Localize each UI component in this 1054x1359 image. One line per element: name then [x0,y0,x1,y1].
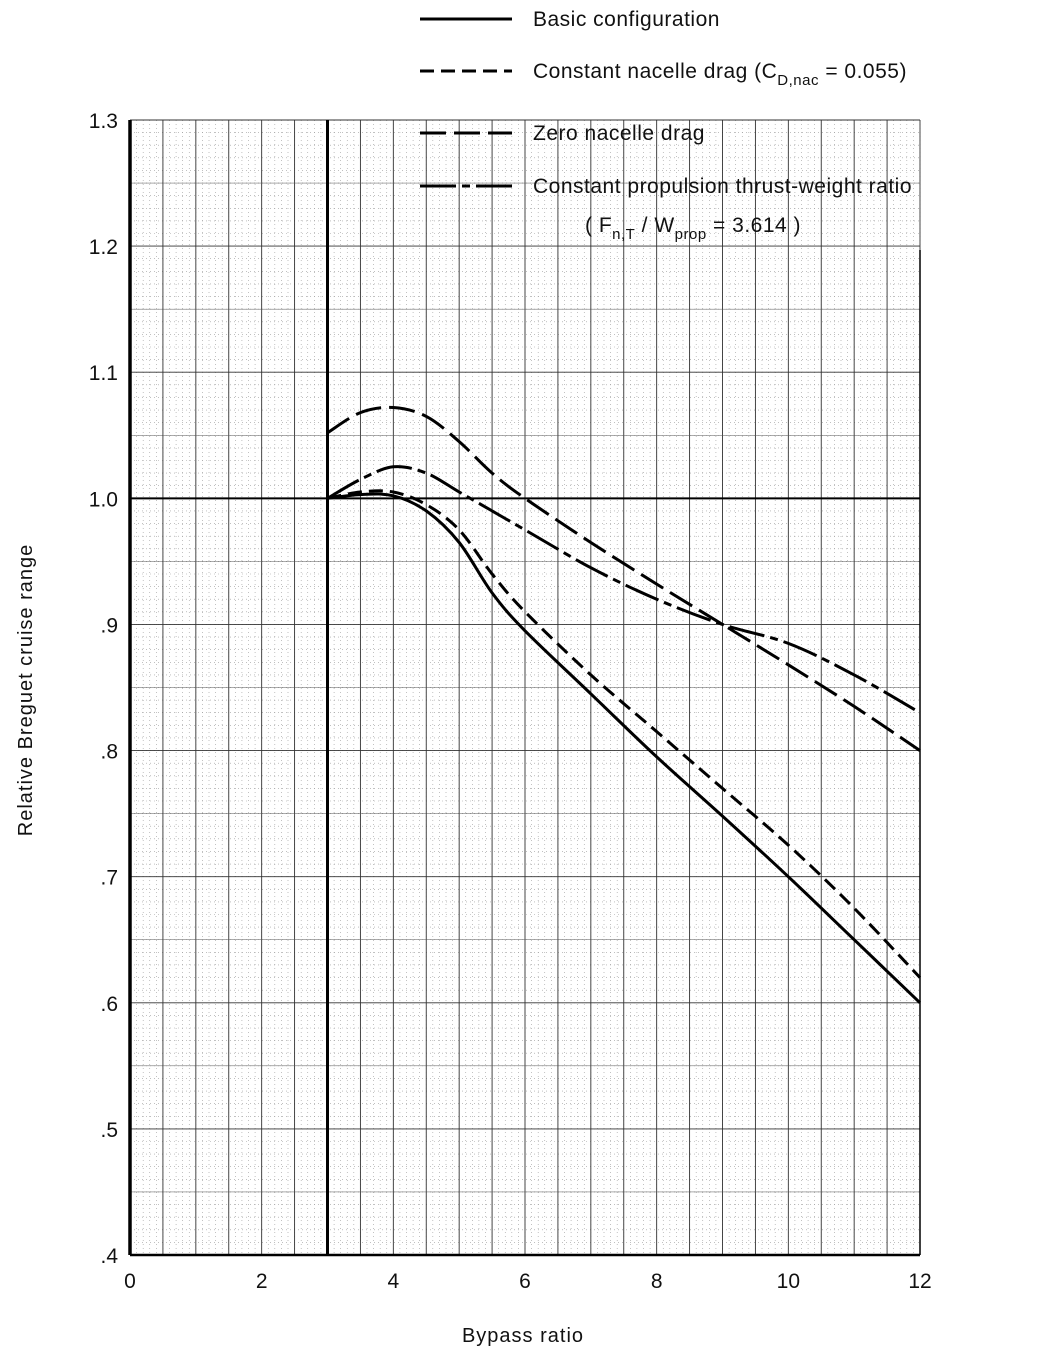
legend-thrust-tail: = 3.614 ) [707,214,801,237]
y-tick-label: 1.0 [89,488,118,511]
legend-thrust-sub1: n,T [612,226,635,243]
y-tick-label: 1.1 [89,362,118,385]
series-line-zero [326,405,921,752]
legend-thrust-slash: / W [635,214,674,237]
legend-nacelle-text: Constant nacelle drag (C [533,60,777,83]
series-group [326,405,922,1004]
x-axis-title: Bypass ratio [462,1325,584,1347]
legend-nacelle-subscript: D,nac [777,72,819,89]
y-tick-label: .8 [100,741,118,764]
legend-label-basic: Basic configuration [533,8,720,31]
legend-nacelle-tail: = 0.055) [819,60,907,83]
y-tick-label: .9 [100,614,118,637]
y-tick-label: .4 [100,1245,118,1268]
tick-labels: 0 2 4 6 8 10 12 1.3 1.2 1.1 1.0 .9 .8 .7 .6 .5 .4 [89,110,932,1293]
y-axis-title: Relative Breguet cruise range [15,544,37,836]
y-tick-label: .6 [100,993,118,1016]
legend-thrust-sub2: prop [675,226,707,243]
y-tick-label: .5 [100,1119,118,1142]
series-line-nacelle [327,489,922,979]
legend-label-nacelle: Constant nacelle drag (CD,nac = 0.055) [533,60,907,89]
legend-thrust-open: ( F [585,214,612,237]
y-tick-label: 1.3 [89,110,118,133]
legend-label-zero: Zero nacelle drag [533,122,705,145]
y-tick-label: 1.2 [89,236,118,259]
x-tick-label: 8 [651,1270,663,1293]
legend: Basic configuration Constant nacelle dra… [420,8,912,243]
x-tick-label: 0 [124,1270,136,1293]
grid [129,119,921,1256]
series-line-thrust [326,465,921,715]
x-tick-label: 10 [777,1270,800,1293]
series-line-basic [327,492,922,1004]
axes [128,120,921,1257]
legend-swatches [420,17,512,188]
x-tick-label: 6 [519,1270,531,1293]
legend-label-thrust-ratio: ( Fn,T / Wprop = 3.614 ) [585,214,801,243]
x-tick-label: 4 [387,1270,399,1293]
legend-label-thrust: Constant propulsion thrust-weight ratio [533,175,912,198]
x-tick-label: 2 [256,1270,268,1293]
x-tick-label: 12 [908,1270,931,1293]
y-tick-label: .7 [100,867,118,890]
